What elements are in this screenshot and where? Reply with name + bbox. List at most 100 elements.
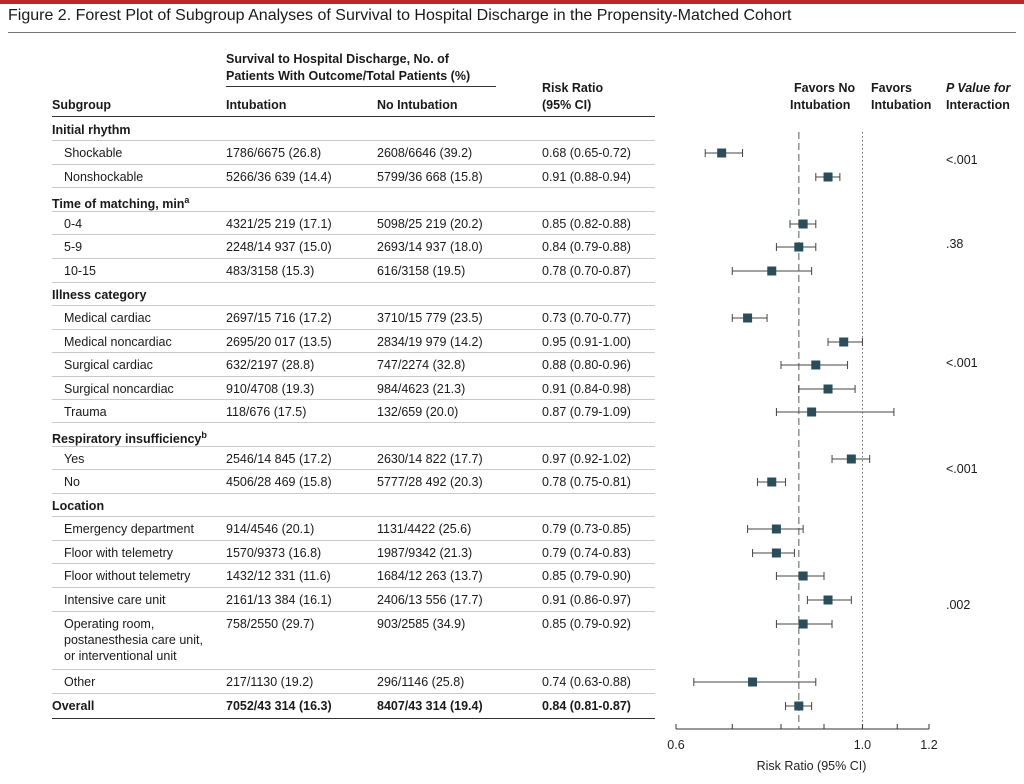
row-divider [52, 140, 655, 141]
intubation-value: 483/3158 (15.3) [226, 264, 315, 278]
no-intubation-value: 2406/13 556 (17.7) [377, 593, 483, 607]
group-header-label: Respiratory insufficiencyb [52, 427, 207, 447]
intubation-value: 4321/25 219 (17.1) [226, 217, 332, 231]
no-intubation-value: 903/2585 (34.9) [377, 617, 466, 631]
footnote-marker: a [184, 195, 190, 205]
subgroup-label: 5-9 [64, 240, 83, 254]
row-label-text: Initial rhythm [52, 123, 131, 137]
p-value-interaction: .38 [946, 237, 964, 251]
favors-no-intubation-line2: Intubation [790, 98, 851, 112]
point-estimate [846, 454, 856, 464]
point-estimate [771, 524, 781, 534]
risk-ratio-value: 0.88 (0.80-0.96) [542, 358, 631, 372]
no-intubation-value: 8407/43 314 (19.4) [377, 699, 483, 713]
no-intubation-value: 5777/28 492 (20.3) [377, 475, 483, 489]
intubation-value: 2546/14 845 (17.2) [226, 452, 332, 466]
title-divider [8, 32, 1016, 33]
row-divider [52, 258, 655, 259]
row-divider [52, 669, 655, 670]
row-divider [52, 376, 655, 377]
overall-point-estimate [794, 701, 804, 711]
row-divider [52, 329, 655, 330]
risk-ratio-value: 0.97 (0.92-1.02) [542, 452, 631, 466]
subgroup-label: Floor without telemetry [64, 569, 191, 583]
row-divider [52, 422, 655, 423]
subgroup-label: Other [64, 675, 96, 689]
point-estimate [743, 313, 753, 323]
row-divider [52, 446, 655, 447]
risk-ratio-value: 0.91 (0.88-0.94) [542, 170, 631, 184]
intubation-value: 1570/9373 (16.8) [226, 546, 322, 560]
no-intubation-value: 2693/14 937 (18.0) [377, 240, 483, 254]
outcome-group-rule [226, 86, 496, 87]
subgroup-label: Yes [64, 452, 85, 466]
point-estimate [794, 242, 804, 252]
risk-ratio-value: 0.84 (0.81-0.87) [542, 699, 631, 713]
row-divider [52, 305, 655, 306]
point-estimate [767, 477, 777, 487]
intubation-value: 4506/28 469 (15.8) [226, 475, 332, 489]
outcome-group-header-line2: Patients With Outcome/Total Patients (%) [226, 69, 471, 83]
row-label-text: Time of matching, min [52, 197, 185, 212]
row-label-text: Respiratory insufficiency [52, 432, 202, 447]
subgroup-label: Surgical cardiac [64, 358, 153, 372]
row-divider [52, 493, 655, 494]
intubation-value: 914/4546 (20.1) [226, 522, 315, 536]
intubation-value: 2695/20 017 (13.5) [226, 335, 332, 349]
row-divider [52, 211, 655, 212]
subgroup-label: Trauma [64, 405, 107, 419]
intubation-value: 5266/36 639 (14.4) [226, 170, 332, 184]
intubation-value: 1786/6675 (26.8) [226, 146, 322, 160]
risk-ratio-value: 0.85 (0.79-0.92) [542, 617, 631, 631]
risk-ratio-value: 0.79 (0.73-0.85) [542, 522, 631, 536]
subgroup-label: Emergency department [64, 522, 194, 536]
point-estimate [771, 548, 781, 558]
row-divider [52, 587, 655, 588]
no-intubation-value: 5098/25 219 (20.2) [377, 217, 483, 231]
risk-ratio-header-line2: (95% CI) [542, 98, 592, 112]
risk-ratio-value: 0.78 (0.75-0.81) [542, 475, 631, 489]
point-estimate [823, 384, 833, 394]
p-value-interaction: <.001 [946, 356, 978, 370]
favors-intubation-line1: Favors [871, 81, 912, 95]
no-intubation-value: 616/3158 (19.5) [377, 264, 466, 278]
point-estimate [811, 360, 821, 370]
no-intubation-value: 132/659 (20.0) [377, 405, 459, 419]
no-intubation-value: 984/4623 (21.3) [377, 382, 466, 396]
risk-ratio-value: 0.84 (0.79-0.88) [542, 240, 631, 254]
group-header-label: Time of matching, mina [52, 192, 189, 212]
figure-title: Figure 2. Forest Plot of Subgroup Analys… [8, 7, 792, 24]
no-intubation-value: 5799/36 668 (15.8) [377, 170, 483, 184]
point-estimate [748, 677, 758, 687]
favors-no-intubation-line1: Favors No [794, 81, 856, 95]
intubation-value: 2697/15 716 (17.2) [226, 311, 332, 325]
table-header-rule [52, 116, 655, 117]
point-estimate [798, 571, 808, 581]
risk-ratio-value: 0.68 (0.65-0.72) [542, 146, 631, 160]
x-tick-label: 1.2 [920, 738, 937, 752]
intubation-header: Intubation [226, 98, 287, 112]
row-divider [52, 516, 655, 517]
p-value-header-line2: Interaction [946, 98, 1010, 112]
risk-ratio-header-line1: Risk Ratio [542, 81, 604, 95]
subgroup-label: No [64, 475, 80, 489]
no-intubation-value: 747/2274 (32.8) [377, 358, 466, 372]
risk-ratio-value: 0.95 (0.91-1.00) [542, 335, 631, 349]
group-header-label: Illness category [52, 287, 147, 303]
no-intubation-value: 1684/12 263 (13.7) [377, 569, 483, 583]
subgroup-label: Medical cardiac [64, 311, 151, 325]
intubation-value: 910/4708 (19.3) [226, 382, 315, 396]
row-divider [52, 693, 655, 694]
footnote-marker: b [201, 430, 207, 440]
point-estimate [823, 172, 833, 182]
x-axis-label: Risk Ratio (95% CI) [757, 759, 867, 773]
point-estimate [798, 619, 808, 629]
p-value-interaction: <.001 [946, 462, 978, 476]
row-divider [52, 164, 655, 165]
no-intubation-value: 296/1146 (25.8) [377, 675, 465, 689]
point-estimate [767, 266, 777, 276]
favors-intubation-line2: Intubation [871, 98, 932, 112]
subgroup-label: 10-15 [64, 264, 96, 278]
intubation-value: 2248/14 937 (15.0) [226, 240, 332, 254]
point-estimate [807, 407, 817, 417]
